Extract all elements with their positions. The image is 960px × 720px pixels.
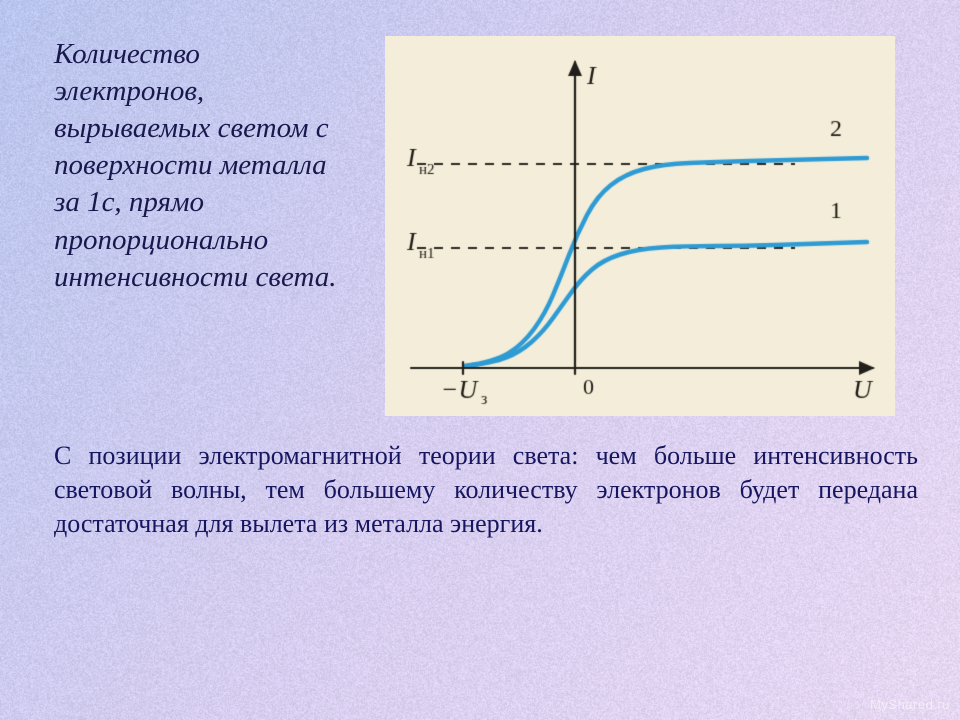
left-paragraph-text: Количество электронов, вырываемых светом… <box>54 38 337 293</box>
top-row: Количество электронов, вырываемых светом… <box>54 36 918 421</box>
bottom-paragraph-text: С позиции электромагнитной теории света:… <box>54 441 918 538</box>
watermark: MyShared.ru <box>870 697 950 712</box>
chart-container <box>362 36 918 421</box>
chart-box <box>385 36 895 421</box>
bottom-paragraph: С позиции электромагнитной теории света:… <box>54 439 918 540</box>
iv-curve-chart <box>385 36 895 416</box>
left-paragraph: Количество электронов, вырываемых светом… <box>54 36 354 296</box>
watermark-text: MyShared.ru <box>870 697 950 712</box>
slide-content: Количество электронов, вырываемых светом… <box>0 0 960 720</box>
